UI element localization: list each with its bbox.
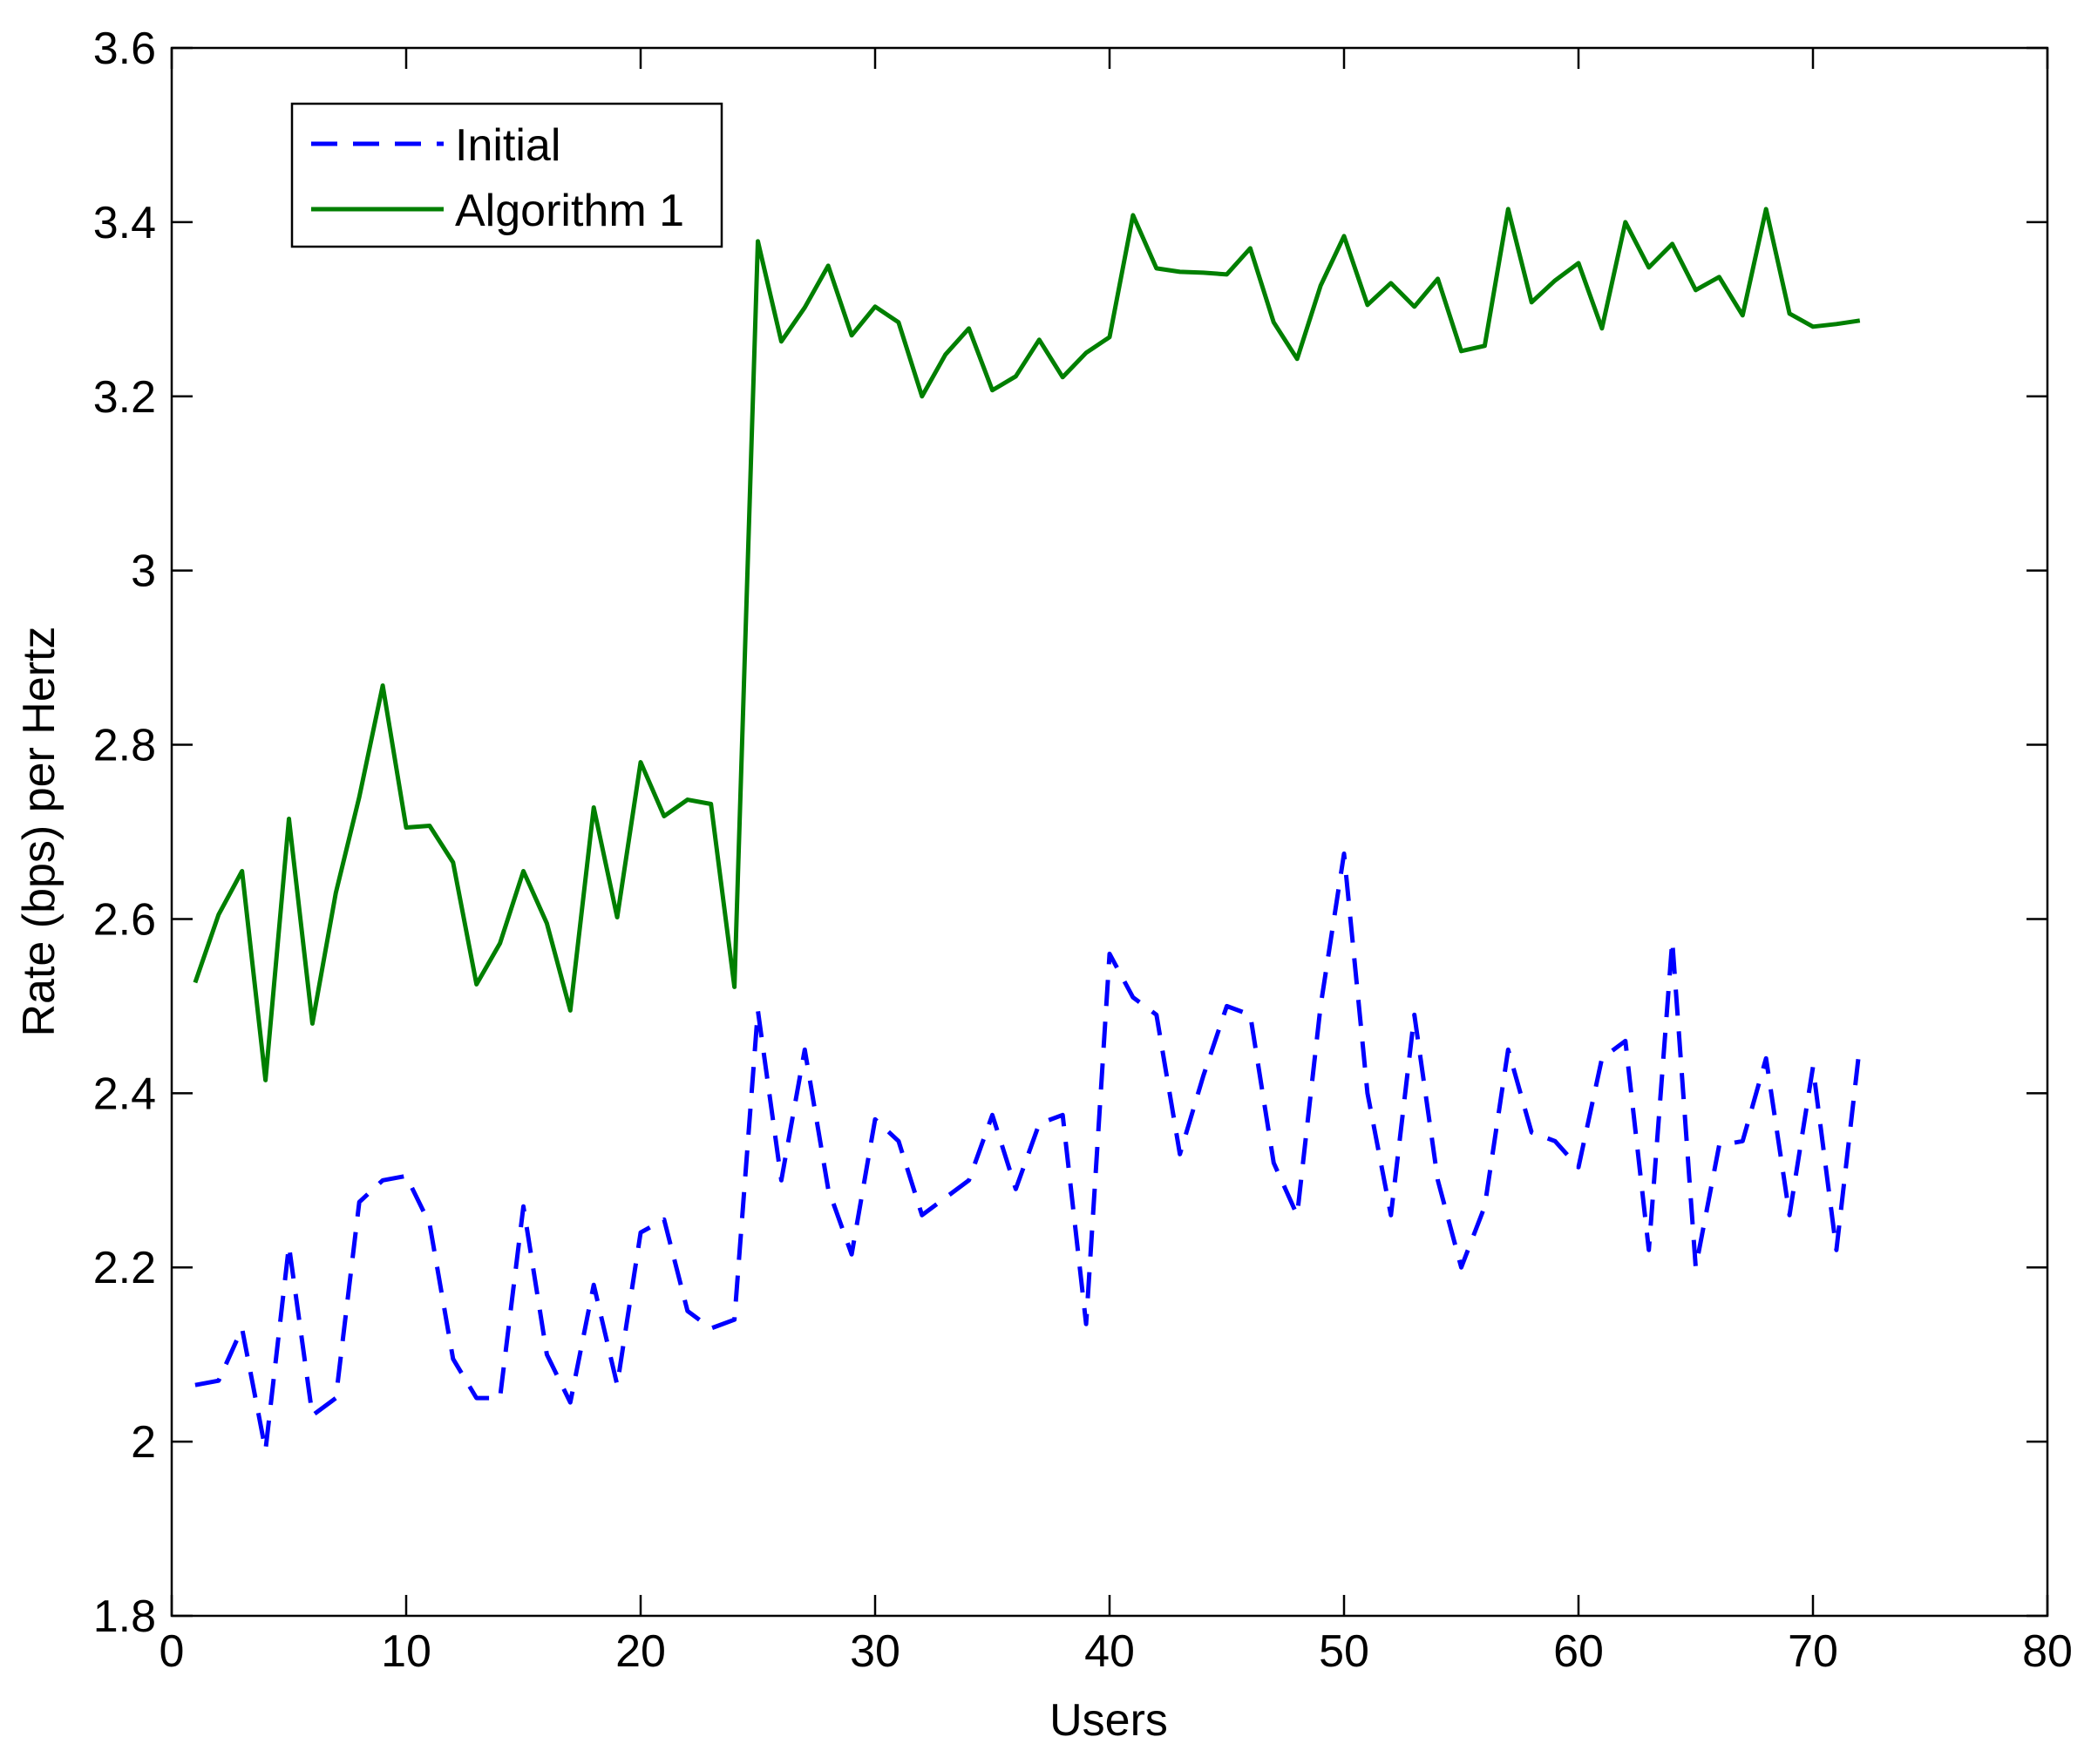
y-tick-label: 3.4	[93, 198, 156, 248]
plot-area	[172, 48, 2047, 1616]
legend-box	[290, 102, 723, 248]
x-tick-label: 30	[850, 1626, 900, 1677]
x-tick-label: 50	[1319, 1626, 1369, 1677]
y-tick-label: 2.2	[93, 1243, 156, 1293]
series-layer	[193, 207, 1863, 1453]
series-line-initial	[194, 851, 1863, 1453]
y-tick-label: 2	[131, 1417, 156, 1468]
series-line-algorithm-1	[193, 207, 1861, 1082]
legend-label-initial: Initial	[455, 120, 560, 171]
legend: Initial Algorithm 1	[290, 102, 723, 248]
x-tick-label: 80	[2022, 1626, 2073, 1677]
x-tick-label: 20	[615, 1626, 666, 1677]
x-axis-label: Users	[1049, 1695, 1168, 1746]
x-tick-label: 40	[1084, 1626, 1135, 1677]
y-tick-label: 3	[131, 546, 156, 597]
x-tick-label: 0	[160, 1626, 185, 1677]
y-axis-label: Rate (bps) per Hertz	[14, 626, 64, 1036]
x-tick-label: 60	[1553, 1626, 1604, 1677]
y-tick-label: 2.4	[93, 1069, 156, 1119]
x-tick-label: 70	[1788, 1626, 1838, 1677]
y-tick-label: 1.8	[93, 1591, 156, 1642]
axis-ticks: 0 10 20 30 40 50 60 70 80 1.8 2 2.2 2.4 2.6 2.8 3 3.2 3.4…	[93, 24, 2073, 1677]
y-tick-label: 3.6	[93, 24, 156, 74]
x-tick-label: 10	[381, 1626, 431, 1677]
y-tick-label: 2.6	[93, 894, 156, 945]
plot-frame	[170, 46, 2049, 1618]
y-tick-label: 2.8	[93, 721, 156, 771]
legend-label-algorithm-1: Algorithm 1	[455, 186, 684, 236]
y-tick-label: 3.2	[93, 372, 156, 423]
